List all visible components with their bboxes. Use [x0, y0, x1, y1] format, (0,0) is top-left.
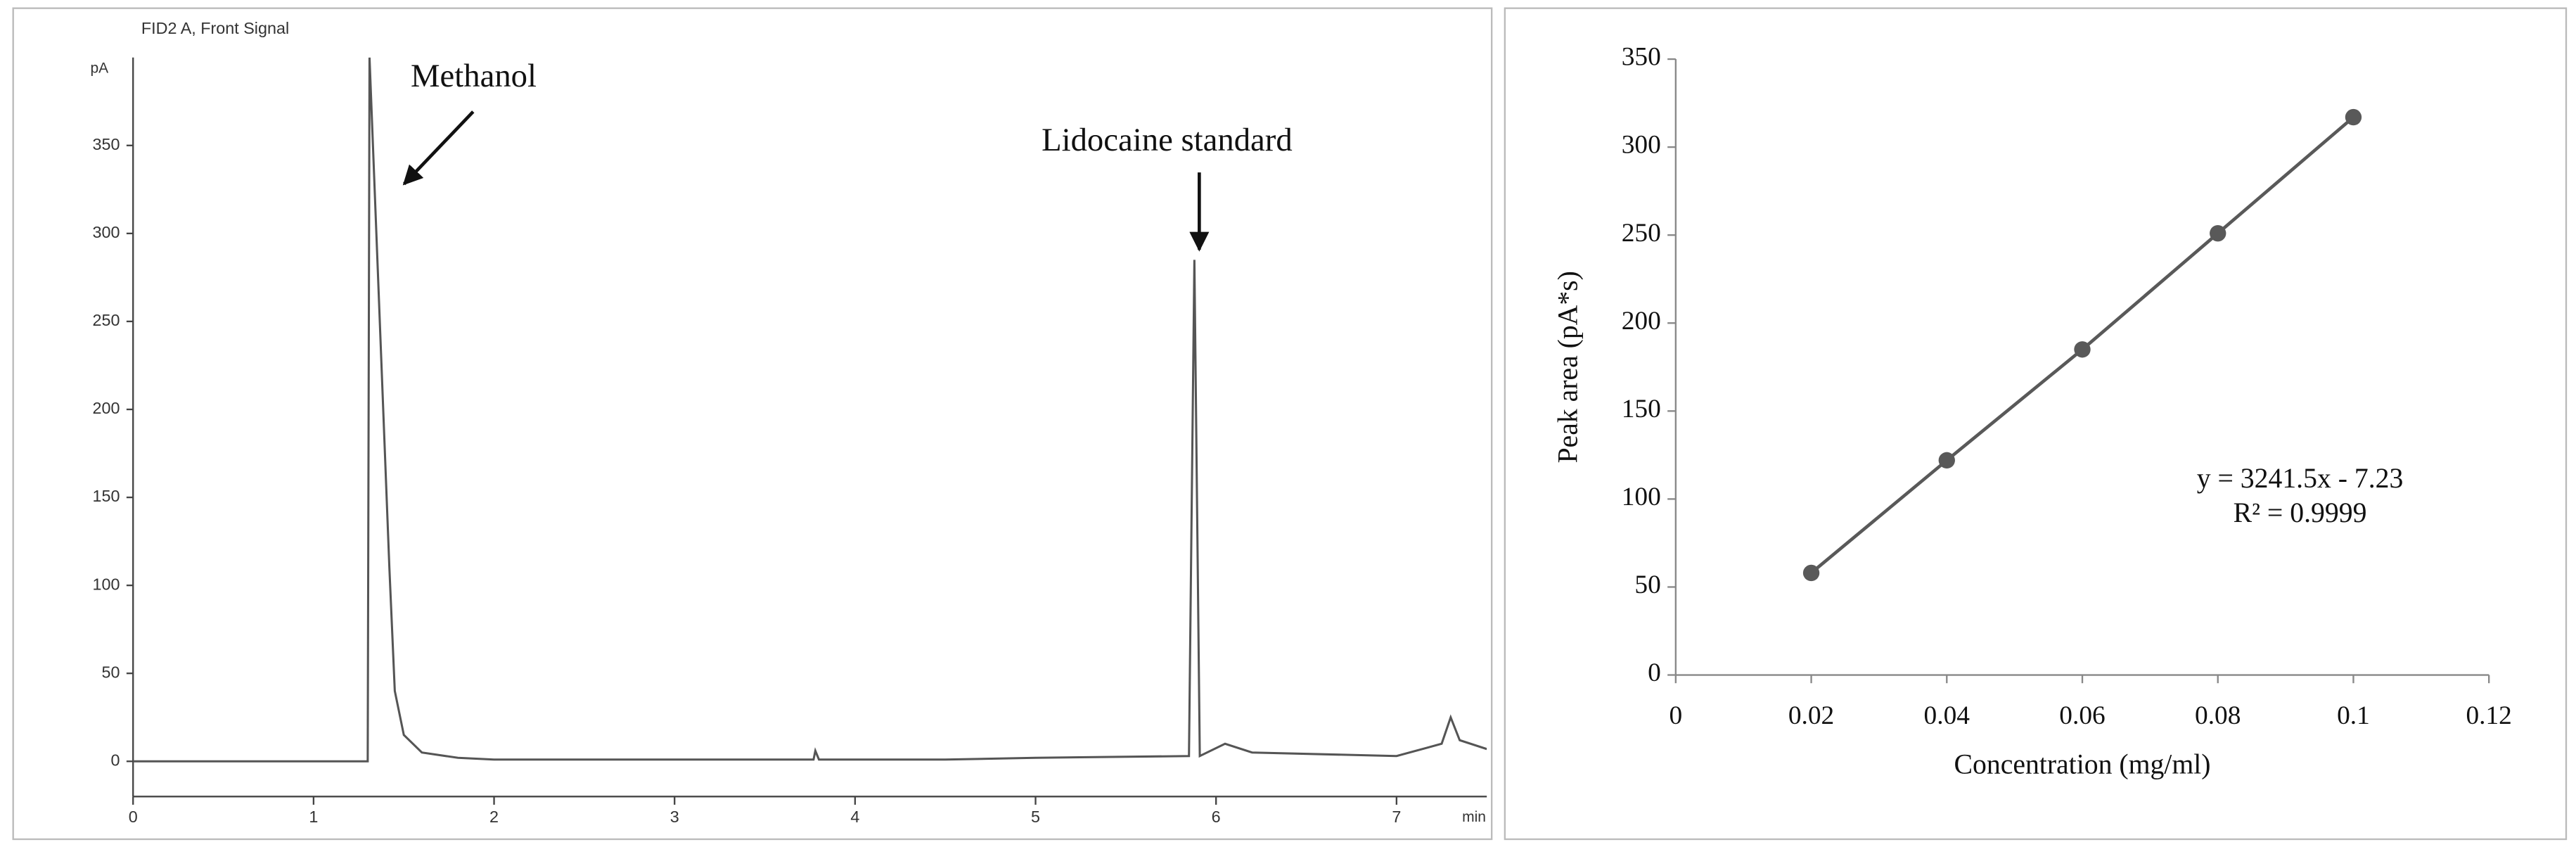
y-tick-label: 100 [93, 575, 120, 593]
x-tick-label: 0.02 [1788, 701, 1834, 730]
y-axis-label: pA [90, 60, 108, 77]
x-axis-label: Concentration (mg/ml) [1954, 748, 2211, 779]
x-tick-label: 6 [1212, 808, 1221, 826]
y-tick-label: 150 [93, 487, 120, 505]
x-tick-label: 0.04 [1924, 701, 1971, 730]
x-tick-label: 2 [489, 808, 499, 826]
annotation: Methanol [411, 58, 537, 94]
x-tick-label: 4 [850, 808, 859, 826]
y-tick-label: 100 [1622, 483, 1661, 511]
x-tick-label: 3 [670, 808, 679, 826]
x-axis-label: min [1462, 809, 1486, 825]
y-tick-label: 250 [93, 311, 120, 329]
x-tick-label: 0 [1669, 701, 1682, 730]
y-tick-label: 300 [93, 223, 120, 241]
y-tick-label: 350 [93, 135, 120, 153]
x-tick-label: 0.06 [2059, 701, 2105, 730]
chart-title: FID2 A, Front Signal [141, 19, 289, 37]
y-axis-label: Peak area (pA*s) [1552, 271, 1583, 463]
x-tick-label: 0.08 [2195, 701, 2241, 730]
annotation: y = 3241.5x - 7.23 [2197, 463, 2404, 494]
panel-right [1504, 7, 2568, 841]
y-tick-label: 50 [102, 663, 120, 681]
y-tick-label: 200 [1622, 307, 1661, 336]
x-tick-label: 7 [1392, 808, 1401, 826]
y-tick-label: 350 [1622, 43, 1661, 72]
panel-left [12, 7, 1493, 841]
y-tick-label: 50 [1634, 571, 1660, 599]
data-point [2210, 225, 2226, 242]
x-tick-label: 0 [129, 808, 138, 826]
arrow [402, 110, 475, 186]
y-tick-label: 0 [111, 751, 120, 769]
x-tick-label: 0.1 [2337, 701, 2370, 730]
data-point [1802, 564, 1820, 582]
signal-line [133, 57, 1487, 763]
annotation: Lidocaine standard [1042, 122, 1293, 158]
data-point [2345, 108, 2362, 126]
y-tick-label: 200 [93, 399, 120, 417]
x-tick-label: 5 [1031, 808, 1040, 826]
x-tick-label: 0.12 [2466, 701, 2511, 730]
y-tick-label: 0 [1648, 658, 1661, 687]
x-tick-label: 1 [309, 808, 318, 826]
data-point [1938, 452, 1955, 469]
y-tick-label: 150 [1622, 395, 1661, 423]
annotation: R² = 0.9999 [2234, 497, 2367, 528]
y-tick-label: 300 [1622, 131, 1661, 160]
y-tick-label: 250 [1622, 219, 1661, 248]
data-point [2074, 341, 2091, 358]
